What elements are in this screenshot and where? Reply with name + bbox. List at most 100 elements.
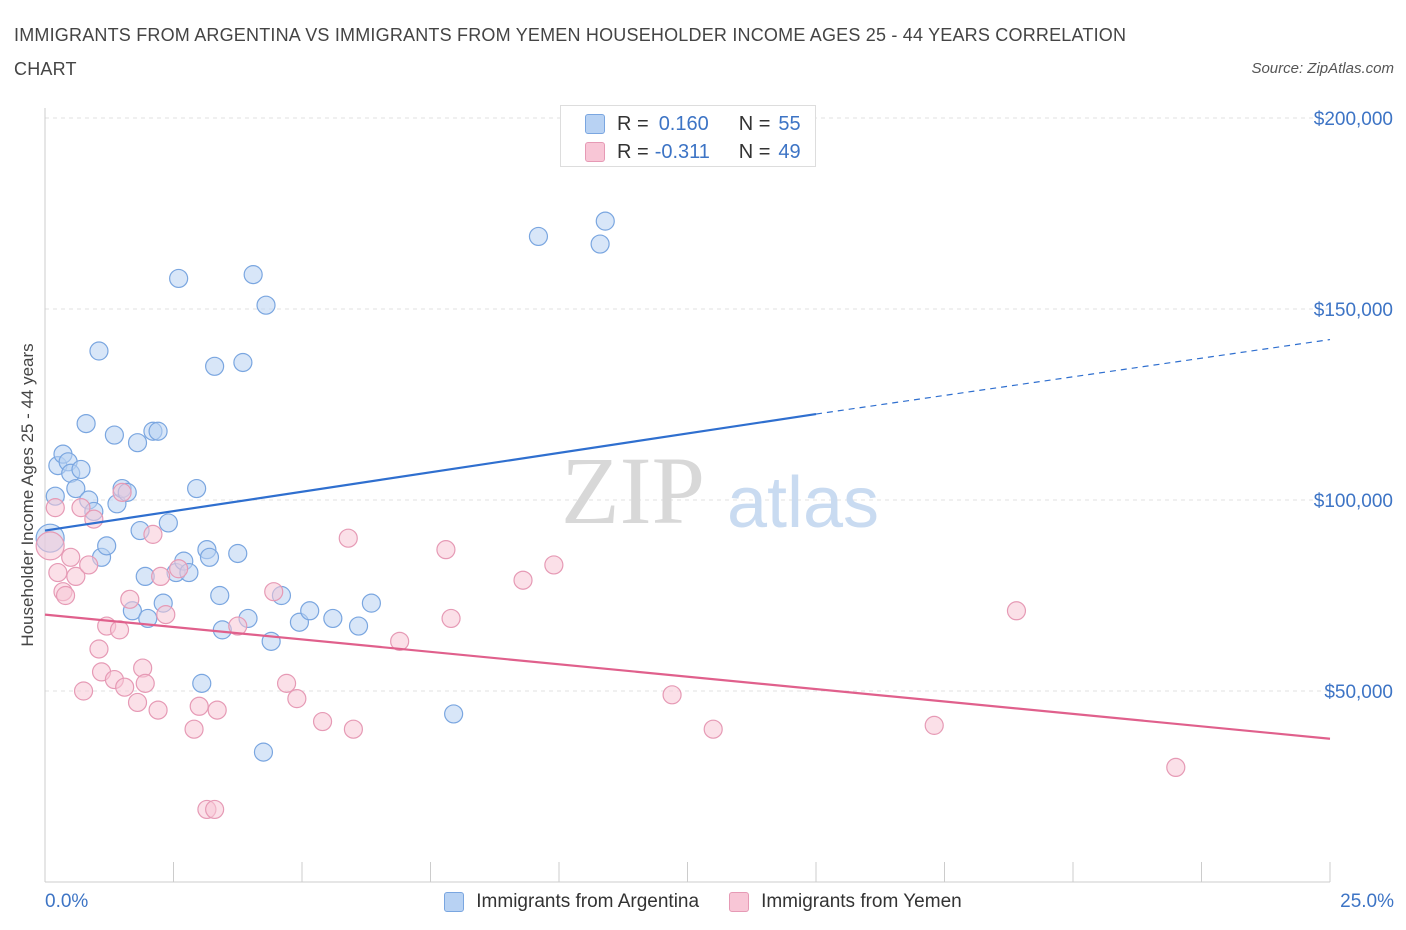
data-point [45, 498, 65, 518]
data-point [312, 711, 333, 732]
data-point [361, 593, 381, 613]
data-point [135, 673, 155, 693]
data-point [192, 673, 212, 693]
series-yemen-points [35, 482, 1186, 820]
data-point [276, 673, 297, 693]
data-point [207, 700, 227, 720]
axes [44, 108, 1331, 883]
data-point [444, 704, 464, 724]
legend-n-label: N = [738, 112, 771, 135]
data-point [127, 433, 148, 453]
data-point [84, 509, 104, 529]
data-point [390, 631, 410, 651]
legend-n-label: N = [738, 140, 771, 163]
source-label: Source: ZipAtlas.com [1251, 60, 1394, 77]
data-point [1166, 757, 1186, 778]
data-point [343, 719, 363, 739]
data-point [138, 608, 158, 629]
data-point [233, 352, 253, 373]
data-point [924, 715, 944, 735]
data-point [348, 616, 369, 636]
data-point [89, 639, 109, 659]
data-point [66, 478, 86, 499]
data-point [158, 513, 178, 533]
data-point [210, 585, 230, 606]
legend-n-value-yemen: 49 [778, 140, 801, 163]
series-legend: Immigrants from Argentina Immigrants fro… [0, 888, 1406, 916]
legend-label-yemen: Immigrants from Yemen [761, 891, 962, 912]
data-point [205, 356, 225, 376]
x-tick-label-min: 0.0% [45, 891, 89, 912]
data-point [595, 211, 615, 231]
data-point [115, 677, 135, 697]
data-point [151, 566, 171, 587]
data-point [338, 528, 358, 548]
legend-r-label: R = [617, 112, 649, 135]
data-point [143, 524, 163, 544]
data-point [73, 681, 94, 701]
legend-swatch-argentina [585, 114, 605, 134]
data-point [300, 601, 320, 621]
watermark: ZIP atlas [561, 437, 879, 544]
data-point [109, 620, 130, 640]
data-point [253, 742, 274, 762]
data-point [97, 536, 117, 556]
data-point [256, 295, 276, 315]
watermark-zip: ZIP [561, 437, 705, 544]
data-point [169, 559, 189, 579]
data-point [205, 799, 225, 820]
y-tick-label: $100,000 [1314, 491, 1393, 512]
data-point [228, 543, 248, 564]
data-point [55, 585, 76, 606]
data-point [323, 608, 343, 629]
data-point [528, 226, 549, 247]
data-point [441, 608, 461, 629]
legend-row-argentina: R = 0.160 N = 55 [585, 112, 801, 136]
data-point [264, 582, 284, 602]
correlation-legend: R = 0.160 N = 55 R = -0.311 N = 49 [560, 105, 816, 167]
y-tick-label: $150,000 [1314, 300, 1393, 321]
grid-lines [45, 117, 1330, 692]
data-point [148, 700, 168, 720]
data-point [104, 425, 124, 445]
data-point [71, 498, 91, 518]
data-point [148, 421, 168, 441]
legend-swatch-yemen [729, 892, 750, 912]
data-point [48, 562, 68, 583]
data-point [662, 685, 682, 705]
data-point [243, 265, 263, 285]
data-point [703, 719, 723, 739]
data-point [79, 555, 99, 575]
data-point [287, 689, 307, 709]
data-point [71, 459, 91, 480]
y-tick-label: $50,000 [1324, 682, 1393, 703]
watermark-atlas: atlas [727, 463, 879, 543]
data-point [184, 719, 204, 739]
y-tick-label: $200,000 [1314, 109, 1393, 130]
legend-row-yemen: R = -0.311 N = 49 [585, 140, 801, 164]
legend-r-value-argentina: 0.160 [658, 112, 709, 135]
legend-r-label: R = [617, 140, 649, 163]
x-tick-label-max: 25.0% [1340, 891, 1394, 912]
legend-item-argentina[interactable]: Immigrants from Argentina [444, 891, 699, 913]
data-point [187, 478, 207, 499]
data-point [120, 589, 140, 609]
trend-line [44, 412, 817, 532]
data-point [66, 566, 86, 587]
trend-line [44, 613, 1331, 740]
y-tick-labels: $50,000 $100,000 $150,000 $200,000 [1314, 109, 1393, 703]
legend-swatch-yemen [585, 142, 605, 162]
data-point [76, 414, 96, 434]
trend-line-extension [815, 338, 1331, 415]
data-point [590, 234, 610, 254]
legend-n-value-argentina: 55 [778, 112, 801, 135]
data-point [35, 531, 65, 561]
data-point [112, 482, 132, 502]
data-point [61, 547, 81, 567]
data-point [228, 616, 248, 636]
data-point [199, 547, 220, 567]
trend-lines [44, 338, 1331, 740]
data-point [189, 696, 209, 716]
legend-item-yemen[interactable]: Immigrants from Yemen [729, 891, 962, 913]
